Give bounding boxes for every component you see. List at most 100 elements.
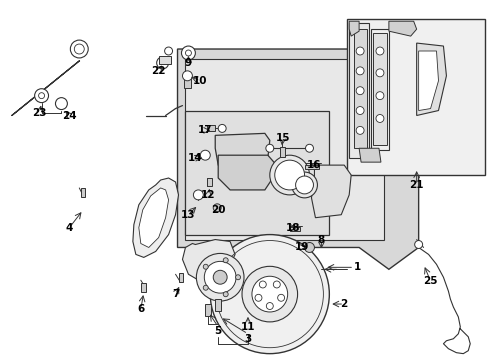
Circle shape	[196, 253, 244, 301]
Circle shape	[213, 204, 221, 212]
Text: 21: 21	[408, 180, 423, 190]
Circle shape	[295, 176, 313, 194]
Text: 9: 9	[184, 58, 192, 68]
Polygon shape	[388, 21, 416, 36]
Circle shape	[185, 50, 191, 56]
Circle shape	[204, 261, 236, 293]
Circle shape	[182, 71, 192, 81]
Circle shape	[213, 270, 226, 284]
Text: 3: 3	[244, 334, 251, 344]
Circle shape	[70, 40, 88, 58]
Circle shape	[375, 92, 383, 100]
Circle shape	[223, 258, 228, 263]
Circle shape	[265, 144, 273, 152]
Text: 17: 17	[198, 125, 212, 135]
Circle shape	[203, 264, 208, 269]
Circle shape	[355, 47, 364, 55]
Circle shape	[200, 150, 210, 160]
Polygon shape	[416, 43, 446, 116]
Circle shape	[274, 160, 304, 190]
Polygon shape	[358, 148, 380, 162]
Bar	[289, 227, 299, 231]
Polygon shape	[370, 29, 388, 150]
Text: 23: 23	[32, 108, 47, 117]
Circle shape	[375, 69, 383, 77]
Circle shape	[203, 285, 208, 290]
Polygon shape	[348, 23, 368, 158]
Circle shape	[218, 125, 225, 132]
Circle shape	[156, 57, 168, 69]
Text: 11: 11	[240, 322, 255, 332]
Text: 16: 16	[306, 160, 321, 170]
Bar	[207, 125, 215, 131]
Circle shape	[164, 47, 172, 55]
Circle shape	[304, 243, 314, 252]
Text: 20: 20	[210, 205, 225, 215]
Polygon shape	[218, 155, 274, 190]
Polygon shape	[185, 59, 383, 239]
Circle shape	[277, 294, 284, 301]
Polygon shape	[372, 33, 386, 145]
Bar	[81, 188, 85, 197]
Text: 8: 8	[317, 234, 325, 244]
Circle shape	[251, 276, 287, 312]
Circle shape	[375, 114, 383, 122]
Polygon shape	[185, 111, 328, 235]
Circle shape	[273, 281, 280, 288]
Circle shape	[35, 89, 48, 103]
Circle shape	[235, 275, 240, 280]
Circle shape	[254, 294, 262, 301]
Polygon shape	[353, 29, 366, 148]
Polygon shape	[133, 178, 178, 257]
Text: 7: 7	[171, 289, 179, 299]
Bar	[178, 273, 183, 282]
Text: 12: 12	[201, 190, 215, 200]
Bar	[184, 76, 191, 88]
Circle shape	[74, 44, 84, 54]
Polygon shape	[418, 51, 438, 111]
Polygon shape	[177, 49, 418, 269]
Circle shape	[355, 67, 364, 75]
Bar	[158, 56, 170, 64]
Bar	[141, 283, 145, 292]
Text: 25: 25	[423, 276, 437, 286]
Circle shape	[291, 172, 317, 198]
Bar	[304, 165, 319, 169]
Polygon shape	[348, 21, 358, 36]
Circle shape	[223, 292, 228, 297]
Polygon shape	[346, 19, 484, 175]
Circle shape	[355, 107, 364, 114]
Circle shape	[39, 93, 44, 99]
Text: 4: 4	[65, 222, 73, 233]
Polygon shape	[215, 133, 269, 175]
Circle shape	[355, 87, 364, 95]
Circle shape	[210, 235, 328, 354]
Circle shape	[305, 144, 313, 152]
Text: 19: 19	[294, 243, 308, 252]
Polygon shape	[311, 165, 350, 218]
Bar	[279, 147, 284, 157]
Polygon shape	[182, 239, 235, 281]
Text: 2: 2	[340, 299, 347, 309]
Circle shape	[259, 281, 266, 288]
Polygon shape	[139, 188, 168, 247]
Text: 18: 18	[285, 222, 299, 233]
Text: 13: 13	[181, 210, 195, 220]
Circle shape	[375, 47, 383, 55]
Text: 14: 14	[188, 153, 203, 163]
Circle shape	[181, 46, 195, 60]
Circle shape	[414, 240, 422, 248]
Circle shape	[193, 190, 203, 200]
Bar	[207, 178, 212, 186]
Circle shape	[242, 266, 297, 322]
Text: 6: 6	[137, 304, 144, 314]
Text: 15: 15	[275, 133, 289, 143]
Circle shape	[55, 98, 67, 109]
Text: 22: 22	[151, 66, 165, 76]
Bar	[205, 304, 211, 316]
Text: 24: 24	[62, 111, 77, 121]
Circle shape	[269, 155, 309, 195]
Text: 5: 5	[214, 326, 222, 336]
Text: 10: 10	[193, 76, 207, 86]
Text: 1: 1	[353, 262, 360, 272]
